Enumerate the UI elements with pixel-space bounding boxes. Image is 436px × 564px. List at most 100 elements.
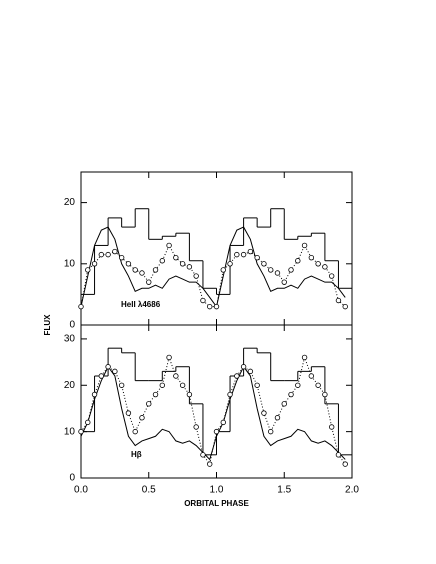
y-tick-label: 30 [64, 334, 76, 345]
data-point [118, 254, 125, 261]
y-tick-label: 10 [64, 426, 76, 437]
data-point [207, 461, 213, 467]
data-point [91, 391, 98, 398]
data-point [152, 267, 159, 273]
data-point [247, 368, 254, 375]
data-point [322, 264, 328, 270]
data-point [159, 258, 165, 264]
data-point [315, 261, 321, 267]
data-point [186, 264, 193, 270]
data-point [240, 364, 247, 370]
data-point [166, 242, 172, 249]
data-point [328, 273, 335, 279]
data-point [295, 382, 301, 388]
data-point [98, 373, 105, 379]
data-point [146, 401, 152, 407]
x-tick-label: 1.5 [277, 485, 291, 496]
data-point [220, 267, 226, 273]
y-axis-label: FLUX [43, 314, 52, 336]
x-axis-label: ORBITAL PHASE [184, 499, 249, 508]
data-point [112, 248, 118, 255]
data-point [227, 391, 233, 398]
data-point [254, 382, 260, 388]
data-point [295, 258, 301, 264]
x-tick-label: 1.0 [210, 485, 224, 496]
data-point [139, 415, 145, 421]
data-point [132, 428, 138, 435]
data-point [193, 424, 199, 430]
x-tick-label: 0.0 [74, 485, 88, 496]
data-point [288, 267, 294, 273]
data-point [301, 242, 308, 249]
data-point [78, 303, 84, 310]
data-point [200, 452, 206, 458]
data-point [166, 354, 172, 361]
data-point [220, 419, 226, 426]
data-point [261, 261, 267, 267]
data-point [234, 373, 240, 379]
data-point [105, 364, 111, 370]
data-point [78, 428, 84, 435]
dotted-line [80, 244, 346, 308]
data-line [80, 365, 346, 461]
data-point [342, 461, 348, 467]
data-point [207, 303, 213, 310]
data-point [268, 428, 274, 435]
data-point [315, 382, 321, 388]
data-point [179, 382, 186, 388]
data-point [328, 424, 335, 430]
y-tick-label: 20 [64, 380, 76, 391]
y-tick-label: 0 [69, 320, 75, 331]
x-tick-label: 0.5 [142, 485, 156, 496]
data-point [146, 279, 152, 285]
data-point [274, 270, 281, 276]
x-tick-label: 2.0 [345, 485, 359, 496]
data-point [200, 297, 206, 304]
data-point [105, 251, 111, 258]
panel-label: HeII λ4686 [121, 300, 161, 309]
data-point [227, 261, 233, 267]
data-point [213, 303, 220, 310]
data-point [247, 248, 254, 255]
data-point [139, 270, 145, 276]
data-point [91, 261, 98, 267]
data-point [335, 297, 342, 304]
data-point [213, 428, 220, 435]
data-point [125, 410, 132, 416]
data-line [80, 226, 346, 308]
data-point [234, 251, 240, 258]
data-point [308, 373, 315, 379]
data-point [193, 273, 199, 279]
data-point [281, 279, 287, 285]
y-tick-label: 10 [64, 258, 76, 269]
data-point [85, 419, 91, 426]
data-point [288, 391, 294, 398]
data-point [125, 261, 132, 267]
data-point [240, 251, 247, 258]
data-point [85, 267, 91, 273]
data-point [281, 401, 287, 407]
data-point [308, 254, 315, 261]
y-tick-label: 0 [69, 473, 75, 484]
data-point [118, 382, 125, 388]
data-point [173, 254, 179, 261]
y-tick-label: 20 [64, 197, 76, 208]
data-point [159, 382, 165, 388]
panel-label: Hβ [131, 450, 142, 459]
data-point [254, 254, 260, 261]
data-point [301, 354, 308, 361]
data-point [98, 251, 105, 258]
data-point [112, 368, 118, 375]
data-point [335, 452, 342, 458]
data-point [342, 303, 348, 310]
data-point [132, 267, 138, 273]
data-point [322, 391, 328, 398]
data-point [179, 261, 186, 267]
data-point [274, 415, 281, 421]
data-point [261, 410, 267, 416]
data-point [186, 391, 193, 398]
data-point [268, 267, 274, 273]
data-point [173, 373, 179, 379]
data-point [152, 391, 159, 398]
